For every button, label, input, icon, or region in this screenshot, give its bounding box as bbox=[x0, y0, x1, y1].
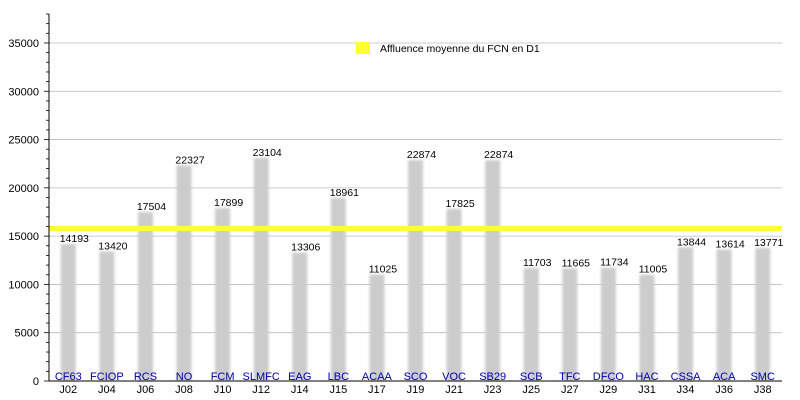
data-label: 17504 bbox=[137, 201, 166, 213]
legend-label: Affluence moyenne du FCN en D1 bbox=[380, 43, 540, 55]
bar bbox=[60, 243, 76, 381]
bar bbox=[600, 267, 616, 381]
round-label: J29 bbox=[600, 384, 618, 396]
y-tick-label: 0 bbox=[33, 376, 39, 388]
data-label: 13420 bbox=[98, 240, 127, 252]
data-label: 13614 bbox=[716, 239, 745, 251]
data-label: 11005 bbox=[639, 264, 668, 276]
category-link[interactable]: SB29 bbox=[479, 371, 506, 383]
round-label: J08 bbox=[175, 384, 193, 396]
category-link[interactable]: TFC bbox=[559, 371, 580, 383]
round-label: J10 bbox=[214, 384, 232, 396]
round-label: J25 bbox=[522, 384, 540, 396]
data-label: 18961 bbox=[330, 187, 359, 199]
data-label: 13844 bbox=[677, 236, 706, 248]
bar bbox=[99, 251, 115, 381]
category-link[interactable]: EAG bbox=[288, 371, 311, 383]
bar bbox=[292, 252, 308, 381]
data-label: 13771 bbox=[754, 237, 783, 249]
data-label: 17899 bbox=[214, 197, 243, 209]
round-label: J23 bbox=[484, 384, 502, 396]
data-label: 22874 bbox=[407, 149, 436, 161]
data-label: 13306 bbox=[291, 241, 320, 253]
round-label: J31 bbox=[638, 384, 656, 396]
data-label: 11703 bbox=[523, 257, 552, 269]
category-link[interactable]: SLMFC bbox=[243, 371, 280, 383]
bar bbox=[176, 165, 192, 381]
round-label: J21 bbox=[445, 384, 463, 396]
data-label: 23104 bbox=[253, 147, 282, 159]
bar bbox=[755, 248, 771, 381]
data-label: 17825 bbox=[445, 198, 474, 210]
axis-layer: 0 5000 10000 15000 20000 25000 30000 35000 bbox=[8, 13, 782, 388]
bar bbox=[523, 267, 539, 381]
category-link[interactable]: FCM bbox=[211, 371, 235, 383]
round-label: J36 bbox=[715, 384, 733, 396]
y-tick-label: 15000 bbox=[8, 231, 39, 243]
round-label: J04 bbox=[98, 384, 116, 396]
category-link[interactable]: SCO bbox=[404, 371, 428, 383]
data-label: 11025 bbox=[369, 264, 398, 276]
category-link[interactable]: DFCO bbox=[593, 371, 625, 383]
category-link[interactable]: FCIOP bbox=[90, 371, 124, 383]
bar bbox=[485, 160, 501, 381]
round-label: J34 bbox=[677, 384, 695, 396]
category-link[interactable]: RCS bbox=[134, 371, 157, 383]
category-link[interactable]: ACAA bbox=[362, 371, 393, 383]
bar bbox=[253, 157, 269, 381]
round-label: J27 bbox=[561, 384, 579, 396]
bar bbox=[369, 274, 385, 381]
category-link[interactable]: SCB bbox=[520, 371, 543, 383]
data-label: 11734 bbox=[600, 257, 629, 269]
category-link[interactable]: CF63 bbox=[55, 371, 82, 383]
round-label: J38 bbox=[754, 384, 772, 396]
bar bbox=[446, 208, 462, 381]
round-label: J12 bbox=[252, 384, 270, 396]
bar bbox=[716, 249, 732, 381]
round-label: J17 bbox=[368, 384, 386, 396]
y-tick-label: 10000 bbox=[8, 279, 39, 291]
y-tick-label: 35000 bbox=[8, 38, 39, 50]
bar bbox=[215, 208, 231, 381]
category-link[interactable]: VOC bbox=[442, 371, 466, 383]
bars-layer bbox=[60, 157, 771, 381]
legend-swatch bbox=[356, 42, 370, 54]
bar bbox=[408, 160, 423, 381]
category-link[interactable]: HAC bbox=[635, 371, 658, 383]
data-label: 22874 bbox=[484, 149, 513, 161]
bar bbox=[639, 274, 655, 381]
y-tick-label: 5000 bbox=[15, 328, 39, 340]
category-link[interactable]: ACA bbox=[713, 371, 736, 383]
legend: Affluence moyenne du FCN en D1 bbox=[356, 42, 540, 55]
bar bbox=[137, 211, 153, 381]
round-label: J02 bbox=[59, 384, 77, 396]
category-link[interactable]: LBC bbox=[328, 371, 349, 383]
bar bbox=[678, 247, 694, 381]
round-label: J06 bbox=[137, 384, 155, 396]
bar bbox=[562, 268, 578, 381]
data-label: 11665 bbox=[562, 257, 591, 269]
round-label: J19 bbox=[407, 384, 425, 396]
data-label: 22327 bbox=[175, 154, 204, 166]
data-label: 14193 bbox=[60, 233, 89, 245]
bar bbox=[330, 197, 346, 381]
category-link[interactable]: SMC bbox=[750, 371, 775, 383]
category-link[interactable]: CSSA bbox=[671, 371, 702, 383]
y-tick-label: 30000 bbox=[8, 86, 39, 98]
y-tick-label: 25000 bbox=[8, 135, 39, 147]
round-label: J15 bbox=[329, 384, 347, 396]
round-label: J14 bbox=[291, 384, 309, 396]
category-link[interactable]: NO bbox=[176, 371, 193, 383]
y-tick-label: 20000 bbox=[8, 183, 39, 195]
